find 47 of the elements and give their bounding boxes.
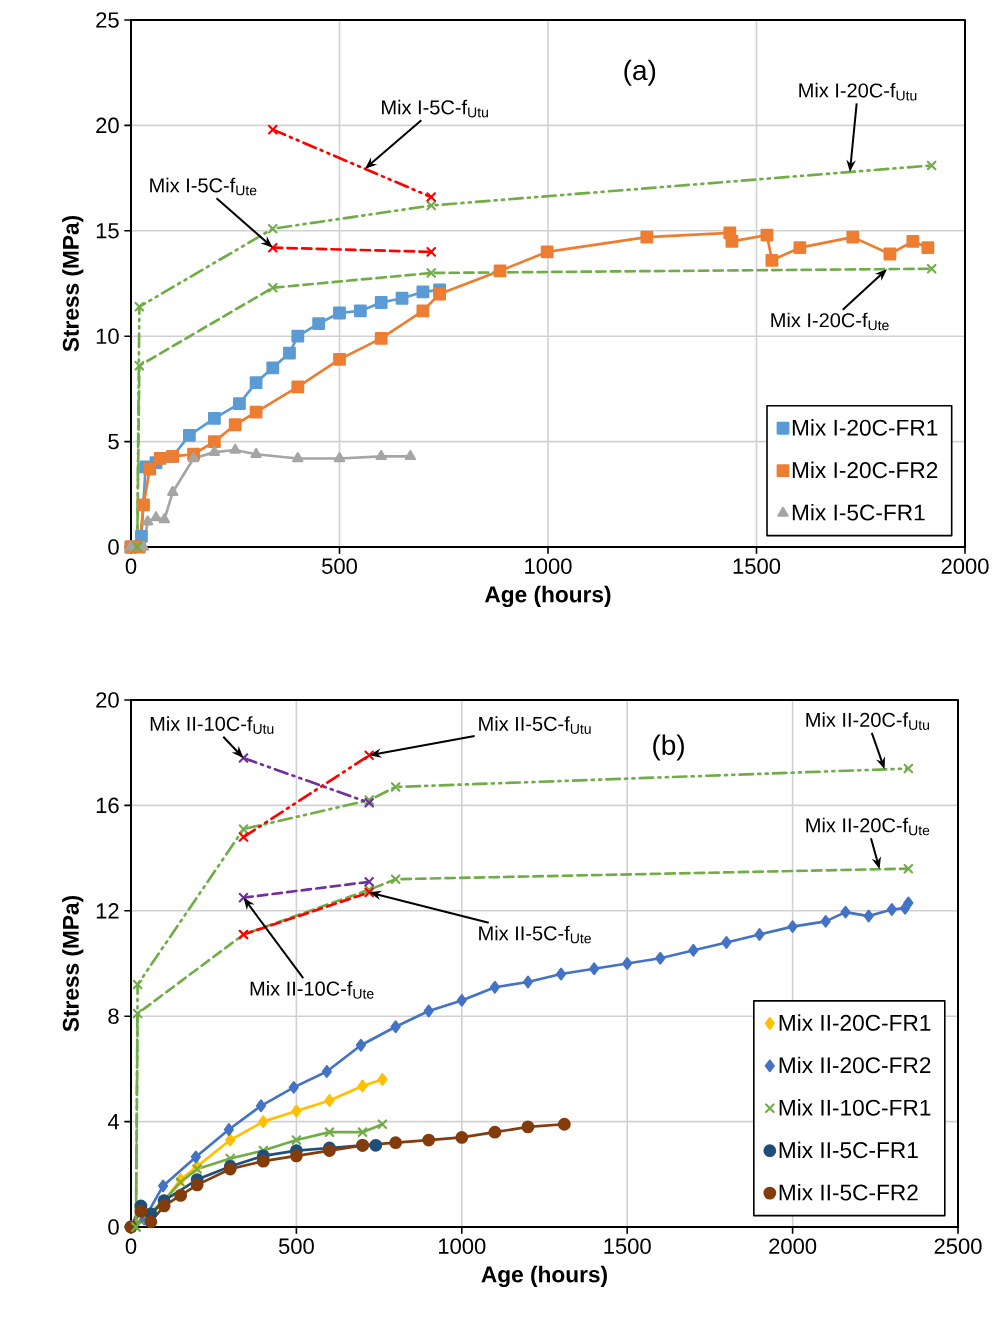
legend-label: Mix II-20C-FR2 (779, 1056, 931, 1074)
annotation: Mix I-5C-f$_{Ute}$ (150, 177, 257, 196)
y-tick-label: 20 (96, 117, 119, 134)
annotation: Mix II-5C-f$_{Utu}$ (479, 716, 591, 734)
y-tick-label: 16 (96, 797, 119, 814)
legend-label: Mix II-5C-FR1 (779, 1141, 918, 1159)
x-tick-label: 1500 (733, 558, 781, 574)
annotation: Mix II-20C-f$_{Ute}$ (806, 817, 930, 836)
x-tick-label: 2000 (941, 558, 989, 574)
y-tick-label: 4 (107, 1114, 119, 1130)
y-axis-title: Stress (MPa) (62, 216, 84, 352)
x-tick-label: 1500 (604, 1238, 651, 1254)
legend-label: Mix II-10C-FR1 (779, 1099, 931, 1116)
x-tick-label: 1000 (525, 558, 572, 574)
x-axis-title: Age (hours) (484, 585, 611, 608)
y-tick-label: 20 (96, 692, 119, 708)
text: (b) (653, 734, 684, 761)
y-tick-label: 25 (96, 12, 119, 28)
y-tick-label: 10 (96, 328, 119, 344)
y-tick-label: 0 (108, 539, 119, 555)
annotation: Mix II-5C-f$_{Ute}$ (479, 925, 591, 944)
legend-label: Mix I-20C-FR2 (792, 461, 938, 479)
x-tick-label: 0 (125, 1238, 137, 1254)
annotation: Mix I-20C-f$_{Utu}$ (799, 82, 917, 101)
x-tick-label: 2000 (769, 1238, 817, 1254)
annotation: Mix II-10C-f$_{Utu}$ (150, 716, 274, 734)
y-tick-label: 0 (108, 1219, 119, 1235)
legend-label: Mix I-20C-FR1 (792, 419, 938, 436)
text: (a) (624, 59, 656, 86)
legend-label: Mix II-5C-FR2 (779, 1183, 918, 1201)
y-tick-label: 12 (96, 903, 119, 919)
annotation: Mix II-20C-f$_{Utu}$ (806, 712, 929, 730)
y-tick-label: 15 (96, 223, 119, 239)
annotation: Mix I-20C-f$_{Ute}$ (771, 312, 889, 331)
annotation: Mix II-10C-f$_{Ute}$ (250, 981, 374, 999)
legend-label: Mix I-5C-FR1 (792, 503, 925, 521)
x-tick-label: 0 (125, 558, 137, 574)
x-tick-label: 1000 (439, 1238, 486, 1254)
y-axis-title: Stress (MPa) (62, 896, 84, 1032)
legend-label: Mix II-20C-FR1 (779, 1014, 931, 1031)
annotation: Mix I-5C-f$_{Utu}$ (382, 99, 488, 118)
x-tick-label: 2500 (934, 1238, 982, 1254)
x-axis-title: Age (hours) (481, 1265, 607, 1288)
y-tick-label: 8 (108, 1008, 119, 1024)
x-tick-label: 500 (322, 558, 357, 574)
y-tick-label: 5 (108, 433, 119, 450)
x-tick-label: 500 (278, 1238, 314, 1254)
